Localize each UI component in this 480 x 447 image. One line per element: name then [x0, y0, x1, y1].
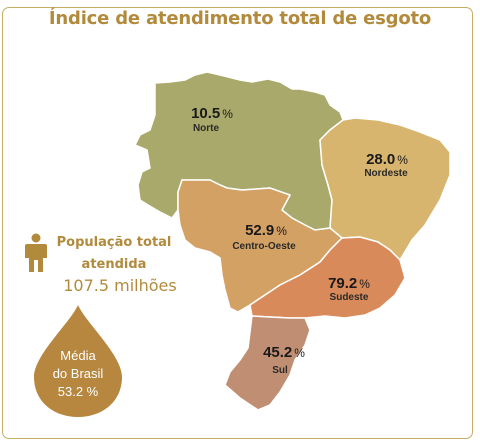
label-centro-oeste: 52.9% Centro-Oeste: [232, 222, 296, 252]
region-name: Nordeste: [364, 168, 408, 179]
average-value: 53.2 %: [57, 384, 99, 399]
region-value: 10.5: [191, 105, 220, 122]
person-icon: [25, 233, 47, 272]
label-sul: 45.2% Sul: [263, 344, 305, 376]
population-label-line2: atendida: [81, 257, 147, 272]
label-nordeste: 28.0% Nordeste: [364, 151, 408, 179]
region-unit: %: [294, 346, 305, 360]
svg-text:79.2%: 79.2%: [328, 275, 370, 292]
region-sul-shape[interactable]: [224, 315, 311, 411]
region-value: 52.9: [245, 222, 274, 239]
region-name: Norte: [193, 123, 220, 134]
region-name: Sul: [272, 365, 288, 376]
svg-text:28.0%: 28.0%: [366, 151, 408, 168]
population-label: População total atendida: [52, 232, 176, 276]
average-line1: Média: [60, 348, 96, 363]
region-unit: %: [276, 224, 287, 238]
region-name: Centro-Oeste: [232, 241, 296, 252]
region-unit: %: [222, 107, 233, 121]
average-text: Média do Brasil 53.2 %: [30, 347, 126, 401]
svg-text:45.2%: 45.2%: [263, 344, 305, 361]
drop-icon: [34, 305, 122, 417]
region-sudeste-shape[interactable]: [249, 236, 406, 319]
region-value: 79.2: [328, 275, 357, 292]
region-unit: %: [359, 277, 370, 291]
svg-text:52.9%: 52.9%: [245, 222, 287, 239]
region-value: 28.0: [366, 151, 395, 168]
label-norte: 10.5% Norte: [191, 105, 233, 134]
region-name: Sudeste: [330, 292, 369, 303]
average-line2: do Brasil: [52, 366, 104, 381]
region-unit: %: [397, 153, 408, 167]
population-label-line1: População total: [56, 235, 172, 250]
map-title: Índice de atendimento total de esgoto: [48, 8, 432, 29]
region-value: 45.2: [263, 344, 292, 361]
population-value: 107.5 milhões: [63, 276, 177, 295]
svg-text:10.5%: 10.5%: [191, 105, 233, 122]
label-sudeste: 79.2% Sudeste: [328, 275, 370, 303]
